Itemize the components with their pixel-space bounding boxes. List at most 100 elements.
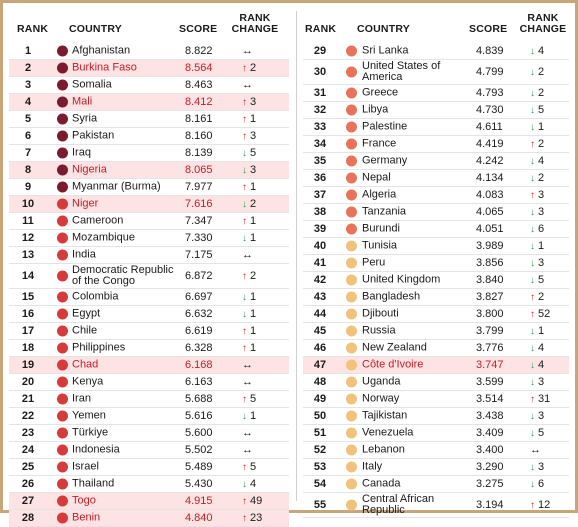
score-cell: 3.827 (476, 291, 504, 303)
table-row: 7 Iraq 8.139 ↓ 5 (9, 145, 289, 162)
score-cell: 3.438 (476, 410, 504, 422)
arrow-down-icon: ↓ (242, 478, 247, 490)
rank-change-cell: ↑ 2 (530, 291, 544, 303)
rank-cell: 23 (21, 427, 35, 439)
risk-level-dot (57, 96, 68, 108)
risk-level-dot (346, 189, 357, 201)
score-cell: 3.409 (476, 427, 504, 439)
rank-change-cell: ↑ 5 (242, 461, 256, 473)
risk-level-dot (346, 104, 357, 116)
arrow-left-right-icon: ↔ (242, 359, 253, 371)
rank-change-value: 6 (538, 478, 545, 490)
score-cell: 3.989 (476, 240, 504, 252)
table-row: 33 Palestine 4.611 ↓ 1 (303, 119, 569, 136)
score-cell: 8.412 (185, 96, 213, 108)
rank-change-cell: ↔ (242, 427, 256, 439)
risk-level-dot (57, 512, 68, 524)
score-cell: 3.747 (476, 359, 504, 371)
rank-cell: 38 (313, 206, 327, 218)
rank-change-header: RANK CHANGE (515, 13, 571, 35)
risk-level-dot (57, 444, 68, 456)
rank-change-cell: ↓ 5 (530, 104, 544, 116)
table-row: 32 Libya 4.730 ↓ 5 (303, 102, 569, 119)
risk-level-dot (57, 147, 68, 159)
rank-change-value: 1 (538, 240, 545, 252)
rank-change-cell: ↑ 12 (530, 499, 550, 511)
arrow-up-icon: ↑ (242, 342, 247, 354)
table-row: 51 Venezuela 3.409 ↓ 5 (303, 425, 569, 442)
risk-level-dot (346, 138, 357, 150)
table-row: 3 Somalia 8.463 ↔ (9, 77, 289, 94)
arrow-left-right-icon: ↔ (242, 79, 253, 91)
rank-cell: 13 (21, 249, 35, 261)
rank-change-cell: ↓ 1 (530, 121, 544, 133)
arrow-up-icon: ↑ (242, 270, 247, 282)
table-row: 13 India 7.175 ↔ (9, 247, 289, 264)
score-cell: 8.161 (185, 113, 213, 125)
risk-level-dot (57, 325, 68, 337)
rank-change-cell: ↓ 5 (530, 274, 544, 286)
rank-change-value: 1 (250, 113, 257, 125)
country-cell: Lebanon (362, 443, 405, 456)
rank-change-cell: ↓ 2 (242, 198, 256, 210)
arrow-down-icon: ↓ (242, 198, 247, 210)
rank-change-value: 5 (250, 461, 257, 473)
risk-level-dot (346, 499, 357, 511)
rank-change-cell: ↓ 3 (530, 376, 544, 388)
risk-level-dot (57, 45, 68, 57)
rank-change-value: 1 (250, 181, 257, 193)
country-cell: Burundi (362, 222, 400, 235)
score-cell: 6.168 (185, 359, 213, 371)
arrow-down-icon: ↓ (530, 66, 535, 78)
country-cell: Chad (72, 358, 99, 371)
arrow-up-icon: ↑ (242, 113, 247, 125)
risk-level-dot (346, 223, 357, 235)
rank-change-cell: ↑ 1 (242, 215, 256, 227)
rank-change-cell: ↓ 4 (530, 342, 544, 354)
arrow-up-icon: ↑ (242, 393, 247, 405)
table-row: 21 Iran 5.688 ↑ 5 (9, 391, 289, 408)
country-cell: United States of America (362, 60, 441, 83)
arrow-down-icon: ↓ (530, 240, 535, 252)
arrow-down-icon: ↓ (242, 410, 247, 422)
arrow-up-icon: ↑ (530, 138, 535, 150)
rank-change-cell: ↑ 1 (242, 342, 256, 354)
rank-change-value: 2 (250, 62, 257, 74)
score-cell: 6.872 (185, 270, 213, 282)
rank-cell: 47 (313, 359, 327, 371)
risk-level-dot (346, 359, 357, 371)
risk-level-dot (346, 121, 357, 133)
risk-level-dot (346, 87, 357, 99)
rank-change-cell: ↓ 2 (530, 66, 544, 78)
rank-cell: 33 (313, 121, 327, 133)
table-row: 38 Tanzania 4.065 ↓ 3 (303, 204, 569, 221)
rank-change-cell: ↓ 2 (530, 87, 544, 99)
rank-change-cell: ↔ (242, 45, 256, 57)
country-cell: Chile (72, 324, 98, 337)
arrow-left-right-icon: ↔ (530, 444, 541, 456)
country-cell: Algeria (362, 188, 397, 201)
left-column: RANK COUNTRY SCORE RANK CHANGE 1 Afghanis… (9, 11, 289, 527)
rank-header: RANK (305, 23, 337, 35)
score-cell: 4.051 (476, 223, 504, 235)
rank-change-cell: ↓ 5 (242, 147, 256, 159)
country-cell: Tunisia (362, 239, 398, 252)
rank-change-value: 3 (250, 164, 257, 176)
table-row: 2 Burkina Faso 8.564 ↑ 2 (9, 60, 289, 77)
table-row: 50 Tajikistan 3.438 ↓ 3 (303, 408, 569, 425)
rank-change-header-line2: CHANGE (231, 23, 279, 35)
rank-change-value: 3 (538, 257, 545, 269)
arrow-down-icon: ↓ (530, 359, 535, 371)
rank-change-cell: ↑ 31 (530, 393, 550, 405)
rank-change-cell: ↑ 49 (242, 495, 262, 507)
rank-change-cell: ↑ 3 (530, 189, 544, 201)
country-cell: Burkina Faso (72, 61, 137, 74)
rank-change-cell: ↑ 1 (242, 325, 256, 337)
rank-change-header-line1: RANK (239, 12, 271, 24)
rank-change-value: 5 (538, 427, 545, 439)
rank-cell: 5 (24, 113, 32, 125)
table-row: 4 Mali 8.412 ↑ 3 (9, 94, 289, 111)
risk-level-dot (57, 232, 68, 244)
rank-cell: 12 (21, 232, 35, 244)
